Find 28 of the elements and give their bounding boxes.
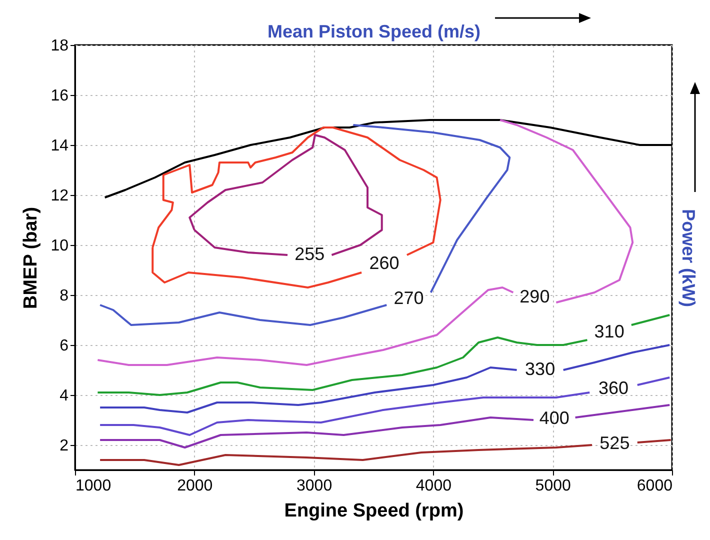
x-tick-label: 4000 xyxy=(416,478,452,494)
series-label: 330 xyxy=(525,359,556,379)
x-tick-label: 6000 xyxy=(636,478,673,494)
y-tick-label: 2 xyxy=(60,438,69,454)
series-label: 290 xyxy=(520,286,550,306)
y-tick-label: 4 xyxy=(60,388,69,404)
series-label: 310 xyxy=(594,322,624,342)
series-label: 260 xyxy=(369,252,400,273)
y-tick-label: 16 xyxy=(50,88,69,104)
y-tick-label: 14 xyxy=(50,138,69,154)
y-tick-label: 6 xyxy=(60,338,69,354)
y-tick-label: 10 xyxy=(50,238,69,254)
x2-axis-title: Mean Piston Speed (m/s) xyxy=(267,22,481,42)
y-tick-label: 12 xyxy=(50,188,69,204)
x-tick-label: 2000 xyxy=(177,478,213,494)
y-tick-label: 8 xyxy=(60,288,69,304)
x-tick-label: 1000 xyxy=(76,478,112,494)
series-label: 525 xyxy=(600,432,630,453)
x-tick-label: 3000 xyxy=(296,478,332,494)
series-label: 255 xyxy=(294,244,325,264)
x-tick-label: 5000 xyxy=(535,478,571,494)
y2-axis-title: Power (kW) xyxy=(678,208,698,308)
series-label: 400 xyxy=(539,408,570,428)
series-label: 360 xyxy=(598,378,629,398)
y-tick-label: 18 xyxy=(50,38,69,54)
y-axis-title: BMEP (bar) xyxy=(20,206,42,310)
series-label: 270 xyxy=(394,288,424,308)
x-axis-title: Engine Speed (rpm) xyxy=(284,500,464,522)
